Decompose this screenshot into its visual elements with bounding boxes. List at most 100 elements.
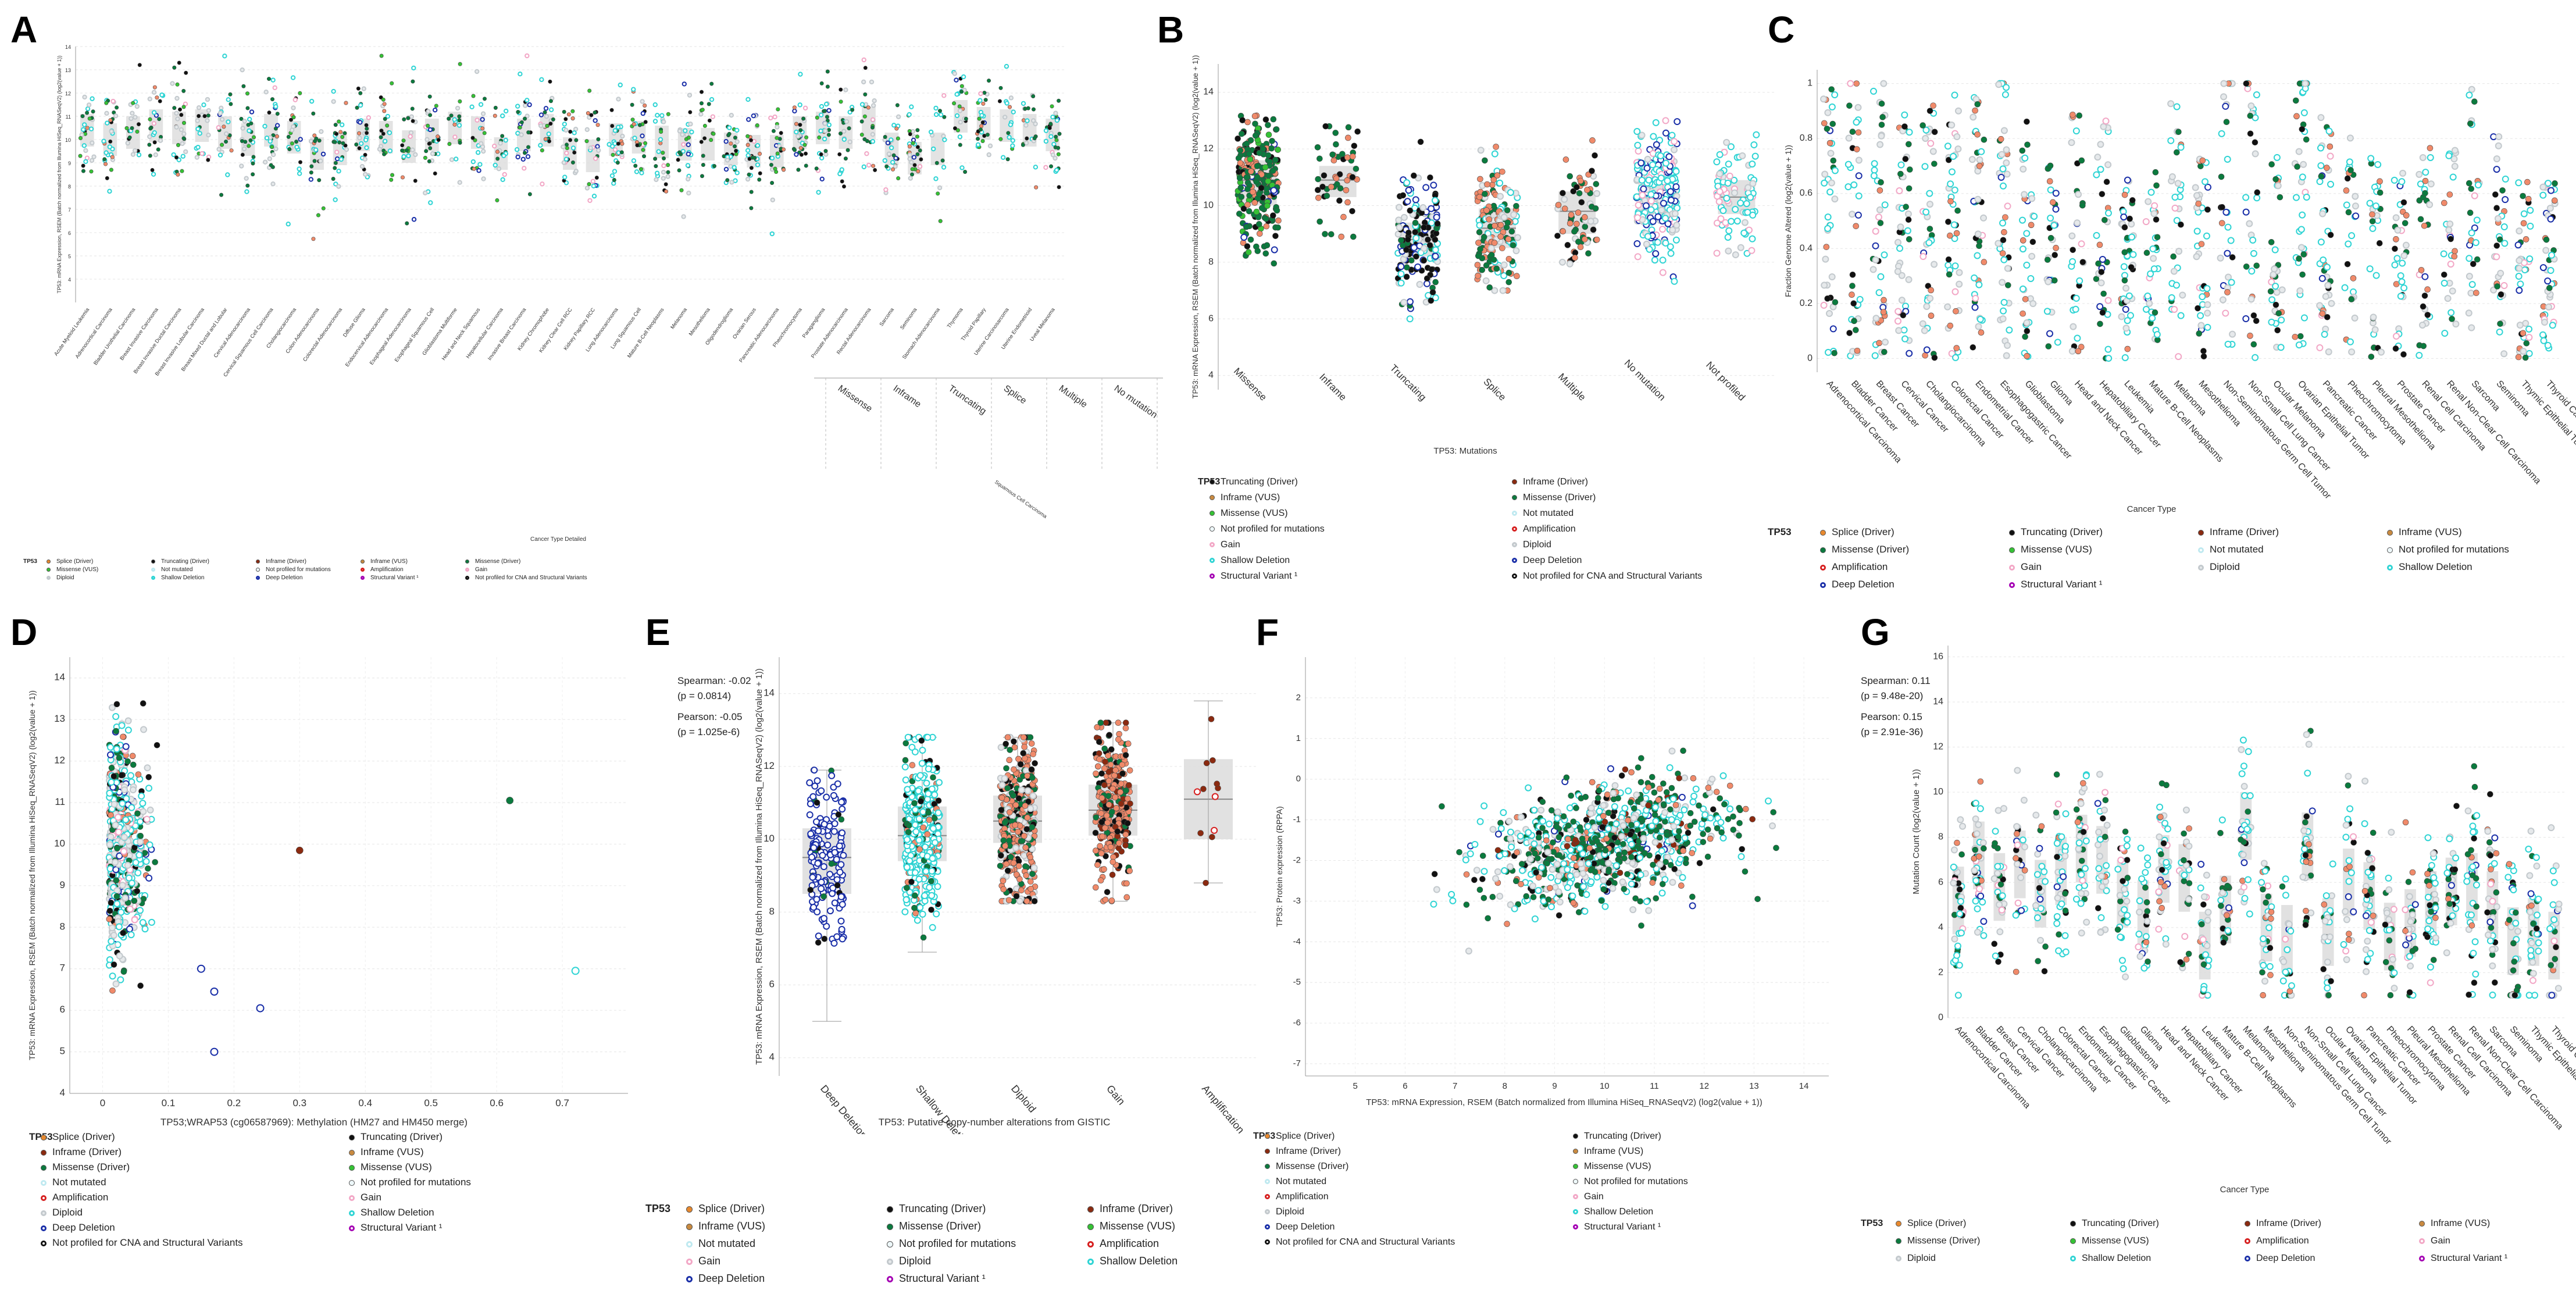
shallow-point (1744, 209, 1751, 216)
diploid-point (684, 132, 690, 137)
missense_driver-point (1256, 149, 1263, 156)
shallow-point (2023, 230, 2031, 237)
missense_driver-point (677, 168, 682, 173)
gain-point (502, 172, 507, 177)
missense_driver-point (1851, 318, 1857, 325)
missense_driver-point (1247, 236, 1254, 243)
diploid-point (2493, 155, 2500, 163)
salmon-point (1582, 214, 1588, 220)
diploid-point (1638, 131, 1646, 139)
shallow-point (1725, 161, 1732, 168)
shallow-point (822, 136, 827, 142)
salmon-point (2452, 248, 2458, 255)
deep-point (819, 176, 825, 182)
salmon-point (338, 130, 343, 134)
missense_vus-point (545, 123, 550, 128)
salmon-point (1489, 181, 1496, 188)
shallow-point (571, 967, 580, 975)
missense_driver-point (269, 163, 273, 167)
missense_vus-point (390, 81, 394, 85)
shallow-point (1050, 114, 1055, 120)
truncating-point (912, 163, 917, 167)
missense_driver-point (383, 117, 387, 122)
diploid-point (110, 932, 117, 939)
shallow-point (2417, 180, 2424, 188)
shallow-point (961, 74, 966, 80)
deep-point (197, 964, 205, 973)
diploid-point (1725, 247, 1732, 255)
truncating-point (1945, 219, 1951, 225)
shallow-point (1952, 354, 1960, 361)
diploid-point (1897, 223, 1904, 231)
salmon-point (586, 111, 590, 116)
salmon-point (912, 910, 919, 917)
salmon-point (1344, 199, 1351, 206)
shallow-point (1975, 281, 1983, 288)
missense_driver-point (1432, 279, 1439, 286)
shallow-point (2093, 231, 2100, 239)
truncating-point (2079, 259, 2086, 265)
y-tick-label: 10 (54, 837, 65, 849)
salmon-point (1568, 212, 1575, 218)
salmon-point (1562, 156, 1569, 163)
missense_driver-point (1273, 207, 1280, 214)
shallow-point (924, 733, 932, 741)
truncating-point (2200, 348, 2207, 354)
shallow-point (2400, 284, 2408, 292)
diploid-point (2003, 146, 2010, 154)
missense_driver-point (1831, 350, 1838, 357)
missense_driver-point (493, 105, 498, 110)
missense_vus-point (817, 135, 822, 140)
shallow-point (797, 102, 802, 108)
diploid-point (134, 104, 140, 109)
missense_driver-point (85, 111, 90, 115)
deep-point (806, 779, 814, 786)
diploid-point (2371, 326, 2379, 333)
truncating-point (1846, 330, 1853, 336)
shallow-point (267, 138, 273, 144)
salmon-point (1981, 259, 1988, 265)
diploid-point (112, 821, 119, 829)
x-tick-label: 0.5 (424, 1097, 438, 1109)
missense_vus-point (952, 101, 957, 106)
missense_vus-point (1275, 147, 1281, 153)
gain-point (2268, 278, 2275, 286)
shallow-point (1657, 174, 1665, 182)
missense_driver-point (112, 110, 116, 115)
diploid-point (1999, 279, 2006, 286)
shallow-point (1926, 190, 1933, 197)
gain-point (661, 163, 666, 169)
missense_driver-point (1476, 229, 1483, 236)
shallow-point (959, 165, 965, 170)
missense_vus-point (426, 123, 430, 128)
deep-point (1405, 187, 1412, 194)
shallow-point (931, 146, 936, 152)
truncating-point (2421, 293, 2428, 299)
missense_driver-point (2294, 163, 2300, 170)
shallow-point (1647, 206, 1655, 213)
truncating-point (2099, 191, 2106, 197)
diploid-point (2252, 150, 2259, 158)
missense_driver-point (1339, 151, 1346, 158)
gain-point (272, 85, 277, 91)
shallow-point (2323, 263, 2331, 271)
missense_driver-point (2076, 112, 2083, 119)
diploid-point (1491, 287, 1498, 294)
diploid-point (1953, 133, 1961, 141)
shallow-point (2054, 338, 2061, 346)
deep-point (1642, 202, 1650, 209)
missense_driver-point (1048, 122, 1053, 126)
diploid-point (2104, 161, 2112, 169)
shallow-point (2398, 278, 2406, 286)
shallow-point (171, 152, 176, 158)
diploid-point (2028, 252, 2036, 260)
deep-point (828, 772, 836, 779)
x-axis-label: Cancer Type (2127, 504, 2177, 514)
missense_driver-point (1907, 166, 1913, 173)
missense_driver-point (570, 160, 575, 165)
missense_vus-point (1265, 178, 1271, 185)
missense_driver-point (1255, 191, 1262, 198)
shallow-point (798, 72, 803, 77)
shallow-point (1500, 272, 1508, 280)
missense_driver-point (850, 108, 855, 112)
